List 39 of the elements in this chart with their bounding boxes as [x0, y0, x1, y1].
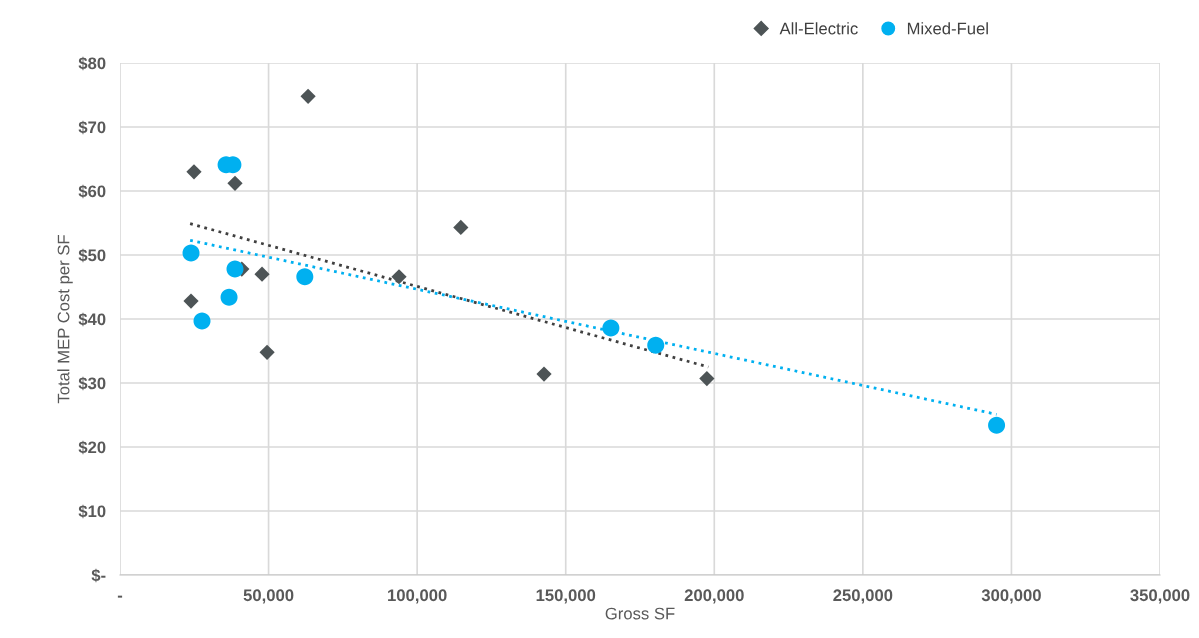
y-tick-label: $- — [91, 568, 106, 583]
y-tick-label: $40 — [78, 312, 106, 327]
y-tick-label: $20 — [78, 440, 106, 455]
point — [602, 319, 620, 337]
legend-label: All-Electric — [779, 22, 858, 35]
y-tick-label: $10 — [78, 504, 106, 519]
point — [254, 266, 270, 282]
x-tick-label: - — [117, 595, 123, 598]
point — [296, 268, 314, 286]
point — [453, 219, 469, 236]
x-tick-label: 150,000 — [536, 589, 596, 604]
legend-label: Mixed-Fuel — [907, 22, 988, 35]
point — [259, 344, 275, 360]
y-tick-label: $50 — [78, 248, 106, 263]
point — [183, 293, 199, 309]
x-tick-label: 100,000 — [388, 589, 447, 604]
point — [226, 260, 244, 278]
point — [227, 175, 243, 191]
point — [988, 416, 1006, 434]
x-tick-label: 350,000 — [1130, 589, 1190, 604]
y-axis-title: Total MEP Cost per SF — [57, 235, 73, 404]
y-tick-label: $70 — [78, 120, 106, 135]
point — [193, 312, 211, 330]
point — [391, 269, 407, 285]
x-tick-label: 250,000 — [833, 589, 893, 604]
x-tick-label: 50,000 — [243, 589, 294, 604]
point — [186, 164, 202, 180]
point — [300, 88, 316, 104]
y-tick-label: $30 — [78, 376, 106, 391]
point — [536, 366, 552, 382]
point — [647, 336, 665, 354]
x-tick-label: 200,000 — [684, 589, 744, 604]
y-tick-label: $60 — [78, 184, 106, 199]
x-axis-title: Gross SF — [605, 607, 675, 620]
y-tick-label: $80 — [78, 56, 106, 71]
point — [182, 244, 200, 262]
x-tick-label: 300,000 — [981, 589, 1041, 604]
point — [220, 288, 238, 306]
point — [699, 370, 715, 387]
